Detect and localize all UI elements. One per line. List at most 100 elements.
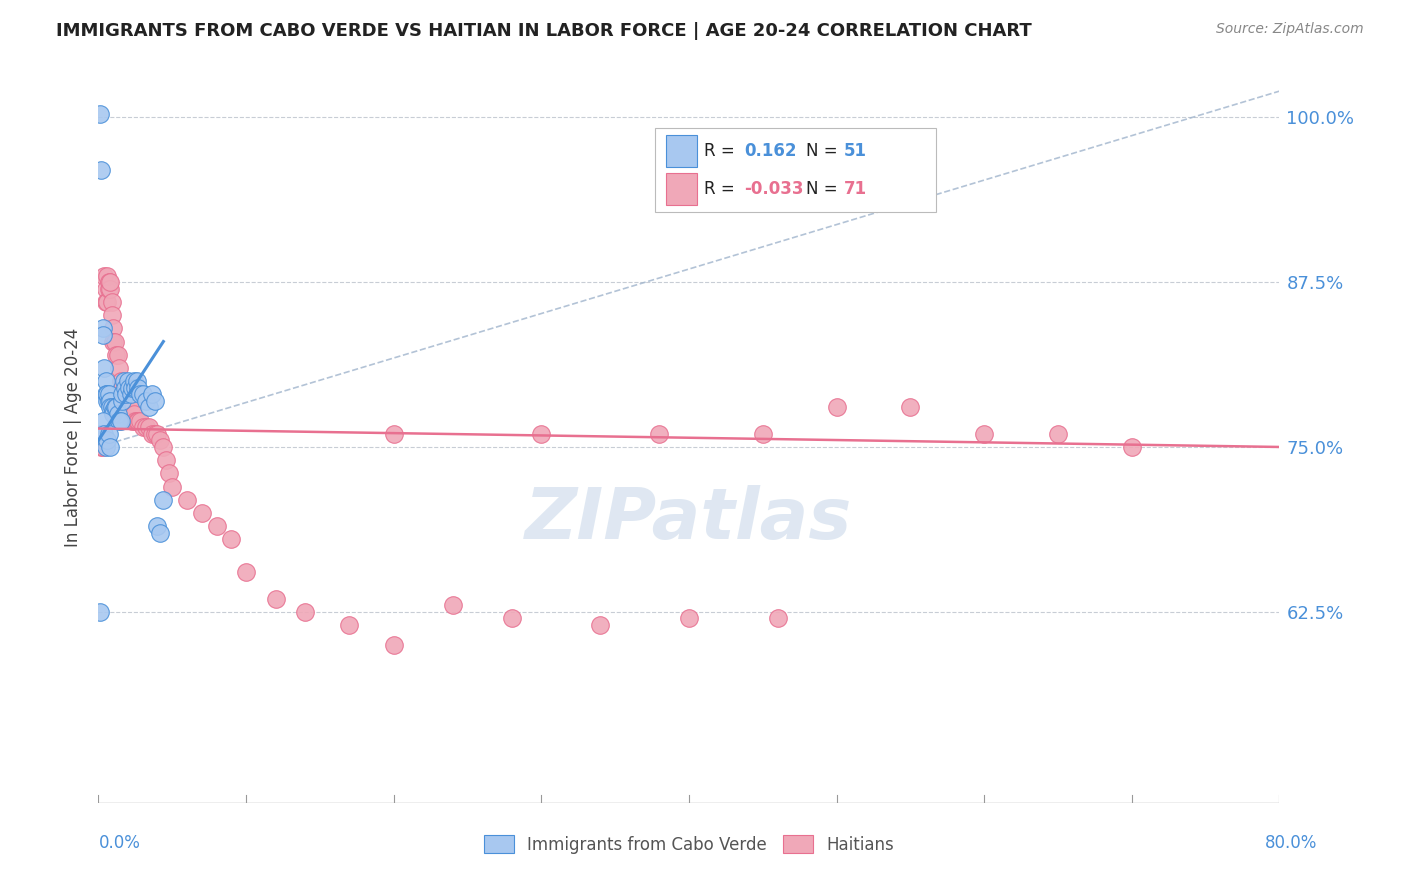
Point: [146, 426, 169, 441]
Point: [124, 414, 146, 428]
Point: [89, 106, 111, 120]
Point: [752, 426, 775, 441]
Point: [678, 611, 700, 625]
Point: [96, 295, 118, 310]
Point: [141, 426, 163, 441]
Point: [111, 387, 134, 401]
Point: [339, 618, 361, 632]
Point: [264, 591, 287, 606]
Point: [530, 426, 553, 441]
Text: 80.0%: 80.0%: [1264, 834, 1317, 852]
Point: [125, 374, 148, 388]
Point: [176, 492, 198, 507]
Point: [100, 308, 122, 322]
Point: [107, 348, 129, 362]
Point: [89, 434, 111, 448]
Point: [155, 453, 177, 467]
Point: [117, 393, 139, 408]
Point: [96, 387, 118, 401]
Point: [294, 605, 316, 619]
Point: [91, 321, 114, 335]
Point: [121, 414, 143, 428]
Point: [108, 414, 131, 428]
Point: [235, 565, 257, 579]
Point: [98, 275, 121, 289]
Point: [128, 387, 150, 401]
Point: [825, 401, 848, 415]
Point: [191, 506, 214, 520]
Point: [100, 401, 122, 415]
Point: [98, 393, 121, 408]
Point: [205, 519, 228, 533]
Point: [96, 434, 118, 448]
Point: [93, 434, 115, 448]
Point: [90, 440, 112, 454]
Point: [112, 374, 135, 388]
Point: [97, 387, 120, 401]
Text: -0.033: -0.033: [744, 179, 803, 198]
Point: [382, 426, 405, 441]
Point: [91, 414, 114, 428]
Point: [97, 426, 120, 441]
Point: [108, 360, 131, 375]
Point: [149, 434, 172, 448]
Point: [97, 275, 120, 289]
Point: [96, 268, 118, 283]
Text: R =: R =: [704, 143, 741, 161]
Point: [118, 381, 141, 395]
Point: [97, 282, 120, 296]
Point: [125, 414, 148, 428]
Point: [96, 393, 118, 408]
Point: [103, 404, 125, 418]
Point: [122, 407, 145, 421]
Point: [973, 426, 995, 441]
Point: [1121, 440, 1143, 454]
Point: [141, 387, 163, 401]
Legend: Immigrants from Cabo Verde, Haitians: Immigrants from Cabo Verde, Haitians: [477, 829, 901, 860]
Text: Source: ZipAtlas.com: Source: ZipAtlas.com: [1216, 22, 1364, 37]
Point: [149, 525, 172, 540]
Text: N =: N =: [806, 179, 842, 198]
Point: [98, 401, 121, 415]
Point: [115, 387, 138, 401]
Point: [115, 393, 138, 408]
Point: [111, 387, 134, 401]
Text: 0.162: 0.162: [744, 143, 796, 161]
Point: [100, 295, 122, 310]
Point: [221, 533, 243, 547]
Point: [98, 282, 121, 296]
Point: [91, 434, 114, 448]
Point: [118, 393, 141, 408]
Point: [93, 426, 115, 441]
Point: [110, 374, 132, 388]
Point: [135, 420, 157, 434]
Point: [132, 420, 155, 434]
Point: [94, 282, 117, 296]
Point: [105, 348, 128, 362]
Point: [382, 638, 405, 652]
Point: [117, 374, 139, 388]
Point: [120, 387, 142, 401]
Point: [138, 420, 160, 434]
Point: [132, 387, 155, 401]
Point: [143, 393, 166, 408]
Text: 51: 51: [844, 143, 866, 161]
Point: [110, 414, 132, 428]
Point: [97, 393, 120, 408]
Point: [146, 519, 169, 533]
Point: [114, 393, 136, 408]
Point: [138, 401, 160, 415]
Point: [103, 321, 125, 335]
Point: [111, 393, 134, 408]
Point: [91, 327, 114, 342]
Point: [94, 295, 117, 310]
Point: [124, 381, 146, 395]
Point: [128, 414, 150, 428]
Point: [114, 381, 136, 395]
Point: [94, 387, 117, 401]
Point: [441, 598, 464, 612]
Point: [135, 393, 157, 408]
Point: [94, 374, 117, 388]
Point: [152, 440, 174, 454]
Point: [152, 492, 174, 507]
